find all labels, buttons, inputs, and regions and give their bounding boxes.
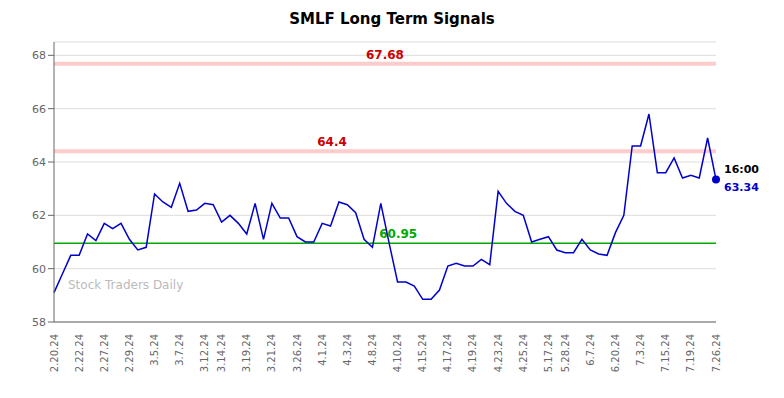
svg-text:3.14.24: 3.14.24 <box>216 334 227 372</box>
html-text:Stock Traders Daily: Stock Traders Daily <box>68 278 184 292</box>
svg-text:4.1.24: 4.1.24 <box>317 334 328 366</box>
svg-text:4.8.24: 4.8.24 <box>367 334 378 366</box>
svg-text:16:00: 16:00 <box>724 163 759 176</box>
svg-text:2.27.24: 2.27.24 <box>99 334 110 372</box>
svg-text:64.4: 64.4 <box>317 135 347 149</box>
svg-text:68: 68 <box>32 49 46 62</box>
svg-text:5.17.24: 5.17.24 <box>543 334 554 372</box>
svg-text:62: 62 <box>32 209 46 222</box>
svg-text:5.28.24: 5.28.24 <box>560 334 571 372</box>
svg-text:4.23.24: 4.23.24 <box>493 334 504 372</box>
svg-text:66: 66 <box>32 103 46 116</box>
html-text:SMLF Long Term Signals: SMLF Long Term Signals <box>289 10 495 28</box>
svg-text:63.34: 63.34 <box>724 181 759 194</box>
svg-text:3.26.24: 3.26.24 <box>292 334 303 372</box>
svg-text:7.3.24: 7.3.24 <box>635 334 646 366</box>
svg-text:2.20.24: 2.20.24 <box>49 334 60 372</box>
svg-text:2.29.24: 2.29.24 <box>124 334 135 372</box>
svg-text:3.19.24: 3.19.24 <box>241 334 252 372</box>
svg-text:4.19.24: 4.19.24 <box>467 334 478 372</box>
svg-text:4.17.24: 4.17.24 <box>442 334 453 372</box>
svg-text:3.21.24: 3.21.24 <box>266 334 277 372</box>
svg-text:7.26.24: 7.26.24 <box>711 334 722 372</box>
svg-text:4.10.24: 4.10.24 <box>392 334 403 372</box>
svg-text:3.7.24: 3.7.24 <box>174 334 185 366</box>
svg-text:60: 60 <box>32 263 46 276</box>
svg-text:60.95: 60.95 <box>379 227 417 241</box>
svg-text:58: 58 <box>32 316 46 329</box>
svg-text:7.19.24: 7.19.24 <box>685 334 696 372</box>
svg-text:2.22.24: 2.22.24 <box>74 334 85 372</box>
svg-text:64: 64 <box>32 156 46 169</box>
svg-text:3.5.24: 3.5.24 <box>149 334 160 366</box>
svg-text:4.3.24: 4.3.24 <box>342 334 353 366</box>
svg-text:6.7.24: 6.7.24 <box>585 334 596 366</box>
svg-text:7.15.24: 7.15.24 <box>660 334 671 372</box>
svg-text:6.20.24: 6.20.24 <box>610 334 621 372</box>
svg-text:67.68: 67.68 <box>366 48 404 62</box>
svg-text:4.15.24: 4.15.24 <box>417 334 428 372</box>
svg-text:4.25.24: 4.25.24 <box>518 334 529 372</box>
svg-text:3.12.24: 3.12.24 <box>199 334 210 372</box>
